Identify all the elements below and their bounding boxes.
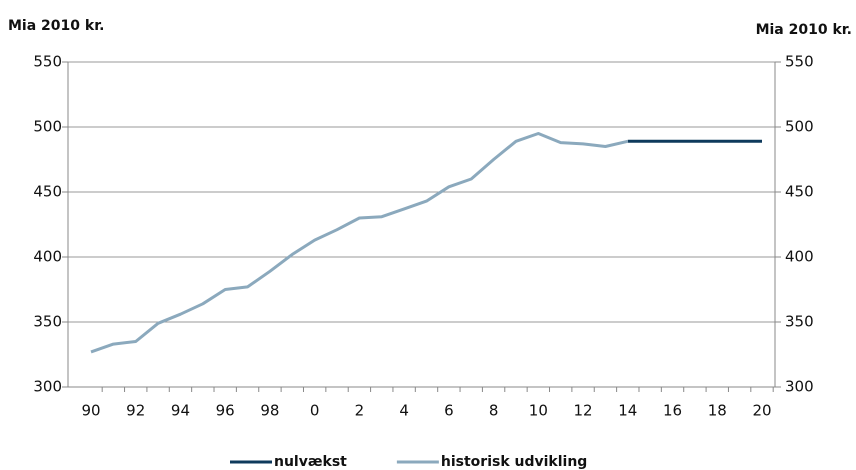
x-tick-label: 10: [529, 402, 548, 420]
series-line: [90, 132, 629, 354]
x-tick-label: 8: [489, 402, 499, 420]
x-tick-label: 96: [216, 402, 235, 420]
y-tick-label: 350: [33, 313, 62, 331]
y-tick-label: 500: [33, 118, 62, 136]
y2-tick-label: 550: [785, 53, 814, 71]
x-tick-label: 90: [81, 402, 100, 420]
y-tick-label: 450: [33, 183, 62, 201]
x-tick-label: 94: [171, 402, 190, 420]
y-tick-label: 300: [33, 378, 62, 396]
y2-tick-label: 300: [785, 378, 814, 396]
x-tick-label: 6: [444, 402, 454, 420]
y2-tick-label: 350: [785, 313, 814, 331]
x-tick-label: 4: [399, 402, 409, 420]
y2-axis-label: Mia 2010 kr.: [756, 22, 852, 38]
x-tick-label: 16: [663, 402, 682, 420]
x-tick-label: 98: [260, 402, 279, 420]
x-tick-label: 18: [708, 402, 727, 420]
x-tick-label: 20: [752, 402, 771, 420]
x-tick-label: 0: [310, 402, 320, 420]
y-axis-label: Mia 2010 kr.: [8, 18, 104, 34]
x-tick-label: 12: [574, 402, 593, 420]
y2-tick-label: 500: [785, 118, 814, 136]
y-tick-label: 400: [33, 248, 62, 266]
x-tick-label: 14: [618, 402, 637, 420]
x-tick-label: 2: [355, 402, 365, 420]
legend-label: nulvækst: [274, 454, 347, 470]
y-tick-label: 550: [33, 53, 62, 71]
legend-label: historisk udvikling: [441, 454, 587, 470]
x-tick-label: 92: [126, 402, 145, 420]
y2-tick-label: 400: [785, 248, 814, 266]
y2-tick-label: 450: [785, 183, 814, 201]
